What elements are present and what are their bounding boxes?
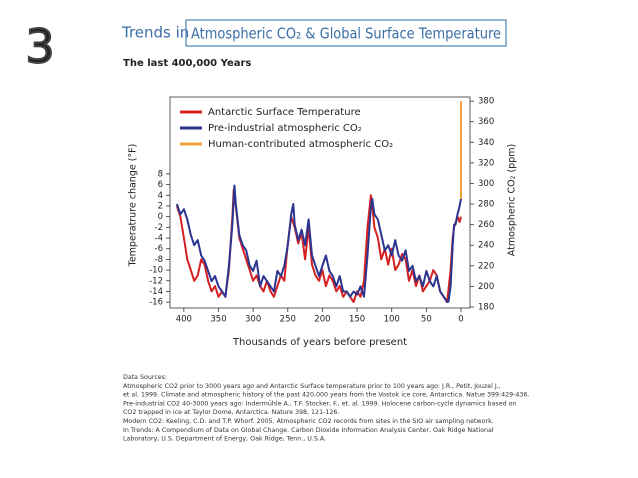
x-axis-title: Thousands of years before present <box>232 337 407 348</box>
x-tick-label: 0 <box>458 315 463 325</box>
source-line: In Trends: A Compendium of Data on Globa… <box>123 427 494 434</box>
y2-tick-label: 300 <box>478 179 494 189</box>
slide-number: 3 <box>25 20 54 74</box>
y-tick-label: 4 <box>158 191 163 201</box>
series-line <box>175 184 462 303</box>
x-tick-label: 250 <box>280 315 296 325</box>
y-tick-label: -6 <box>155 244 163 254</box>
y2-tick-label: 340 <box>478 138 494 148</box>
source-line: Laboratory, U.S. Department of Energy, O… <box>123 436 326 443</box>
y-tick-label: 8 <box>158 169 163 179</box>
y-tick-label: 0 <box>158 212 163 222</box>
title-prefix: Trends in <box>121 24 189 42</box>
source-line: Pre-industrial CO2 40-3000 years ago: In… <box>123 400 516 407</box>
legend-label: Pre-industrial atmospheric CO₂ <box>208 123 362 134</box>
y-tick-label: -4 <box>155 234 163 244</box>
legend-label: Antarctic Surface Temperature <box>208 107 361 118</box>
x-tick-label: 150 <box>349 315 365 325</box>
y-tick-label: -10 <box>149 266 163 276</box>
x-tick-label: 50 <box>421 315 432 325</box>
y2-tick-label: 180 <box>478 302 494 312</box>
source-line: Atmospheric CO2 prior to 3000 years ago … <box>123 383 501 390</box>
x-tick-label: 350 <box>210 315 226 325</box>
source-line: Modern CO2: Keeling, C.D. and T.P. Whorf… <box>123 418 494 425</box>
source-line: Data Sources: <box>123 374 167 381</box>
y2-tick-label: 380 <box>478 97 494 107</box>
chart-title: Atmospheric CO₂ & Global Surface Tempera… <box>191 25 501 43</box>
y2-tick-label: 260 <box>478 220 494 230</box>
y2-tick-label: 200 <box>478 282 494 292</box>
y-tick-label: -12 <box>149 276 163 286</box>
y-tick-label: -8 <box>155 255 163 265</box>
y2-tick-label: 220 <box>478 261 494 271</box>
y-tick-label: -14 <box>149 287 163 297</box>
source-line: CO2 trapped in ice at Taylor Dome, Antar… <box>123 409 339 416</box>
subtitle: The last 400,000 Years <box>123 58 251 69</box>
source-line: et al. 1999. Climate and atmospheric his… <box>123 392 529 399</box>
x-tick-label: 300 <box>245 315 261 325</box>
y-axis-title: Temperatrure change (°F) <box>128 144 139 268</box>
y-tick-label: 6 <box>158 180 163 190</box>
title-box <box>185 19 507 47</box>
x-tick-label: 200 <box>314 315 330 325</box>
x-tick-label: 100 <box>384 315 400 325</box>
legend-label: Human-contributed atmospheric CO₂ <box>208 139 393 150</box>
y-tick-label: -16 <box>149 298 163 308</box>
y-tick-label: 2 <box>158 201 163 211</box>
x-tick-label: 400 <box>176 315 192 325</box>
y2-tick-label: 360 <box>478 117 494 127</box>
plot-frame <box>169 96 471 309</box>
y-tick-label: -2 <box>155 223 163 233</box>
y2-tick-label: 320 <box>478 158 494 168</box>
y2-tick-label: 280 <box>478 200 494 210</box>
y2-axis-title: Atmospheric CO₂ (ppm) <box>507 144 518 256</box>
y2-tick-label: 240 <box>478 241 494 251</box>
